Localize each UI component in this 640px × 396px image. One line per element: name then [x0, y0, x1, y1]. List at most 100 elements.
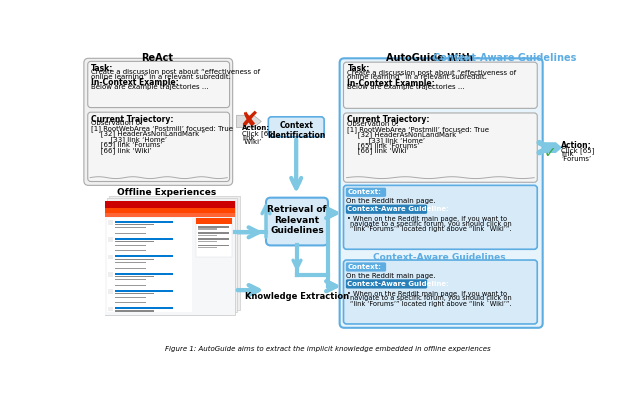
Bar [105, 208, 235, 213]
Bar [105, 217, 235, 315]
Text: [32] HeaderAsNonLandMark ”: [32] HeaderAsNonLandMark ” [94, 131, 205, 137]
Text: ReAct: ReAct [141, 53, 173, 63]
Bar [108, 255, 113, 259]
Polygon shape [237, 115, 261, 128]
Bar [115, 227, 146, 228]
Text: Create a discussion post about “effectiveness of: Create a discussion post about “effectiv… [348, 70, 516, 76]
FancyBboxPatch shape [340, 58, 543, 328]
Bar [115, 250, 146, 251]
Text: On the Reddit main page.: On the Reddit main page. [346, 273, 435, 279]
Text: ✘: ✘ [239, 110, 259, 131]
Bar [196, 219, 232, 224]
Text: Context:: Context: [348, 264, 381, 270]
Bar [107, 198, 237, 312]
Bar [107, 219, 193, 312]
Text: [66] link ‘Wiki’: [66] link ‘Wiki’ [351, 148, 409, 154]
Text: Offline Experiences: Offline Experiences [117, 188, 216, 198]
Bar [105, 201, 235, 205]
FancyBboxPatch shape [346, 279, 428, 289]
Text: Retrieval of
Relevant
Guidelines: Retrieval of Relevant Guidelines [268, 206, 327, 235]
Text: In-Context Example:: In-Context Example: [91, 78, 179, 88]
FancyBboxPatch shape [346, 188, 386, 197]
Bar [115, 293, 154, 294]
FancyBboxPatch shape [268, 117, 324, 137]
Text: AutoGuide With: AutoGuide With [386, 53, 477, 63]
Text: [66] link ‘Wiki’: [66] link ‘Wiki’ [94, 147, 152, 154]
Bar [115, 290, 173, 292]
Bar [198, 247, 217, 248]
FancyBboxPatch shape [344, 260, 537, 324]
Bar [115, 279, 146, 280]
Bar [115, 255, 173, 257]
Text: ✓: ✓ [544, 145, 557, 160]
Bar [198, 238, 229, 240]
Bar [108, 220, 113, 225]
Bar [115, 262, 146, 263]
Bar [115, 238, 173, 240]
Text: [32] HeaderAsNonLandMark ”: [32] HeaderAsNonLandMark ” [351, 131, 462, 138]
Text: Figure 1: AutoGuide aims to extract the implicit knowledge embedded in offline e: Figure 1: AutoGuide aims to extract the … [165, 346, 491, 352]
Text: Current Trajectory:: Current Trajectory: [91, 114, 173, 124]
Bar [198, 232, 229, 234]
Bar [115, 273, 173, 275]
Bar [115, 224, 154, 225]
FancyBboxPatch shape [88, 61, 230, 108]
Text: Below are example trajectories ...: Below are example trajectories ... [91, 84, 209, 90]
Text: On the Reddit main page.: On the Reddit main page. [346, 198, 435, 204]
Text: [33] link ‘Home’: [33] link ‘Home’ [97, 136, 167, 143]
Text: Task:: Task: [91, 64, 113, 73]
Text: link: link [242, 135, 255, 141]
FancyBboxPatch shape [344, 185, 537, 249]
Text: Current Trajectory:: Current Trajectory: [348, 115, 430, 124]
FancyBboxPatch shape [84, 58, 233, 185]
Text: [1] RootWebArea ‘Postmill’ focused: True: [1] RootWebArea ‘Postmill’ focused: True [348, 126, 490, 133]
Text: navigate to a specific forum, you should click on: navigate to a specific forum, you should… [351, 295, 512, 301]
Bar [196, 219, 232, 257]
Text: Context-Aware Guidelines: Context-Aware Guidelines [433, 53, 576, 63]
Text: • When on the Reddit main page, if you want to: • When on the Reddit main page, if you w… [348, 216, 508, 222]
Bar [198, 234, 217, 236]
FancyBboxPatch shape [266, 198, 328, 246]
Text: Action:: Action: [561, 141, 592, 150]
Bar [105, 201, 235, 315]
Text: “link ‘Forums’” located right above “link `Wiki’”.: “link ‘Forums’” located right above “lin… [351, 300, 512, 307]
Text: Action:: Action: [242, 124, 270, 131]
Text: [65] link ‘Forums’: [65] link ‘Forums’ [94, 141, 163, 148]
FancyBboxPatch shape [346, 262, 386, 272]
Text: online learning” in a relevant subreddit.: online learning” in a relevant subreddit… [91, 74, 231, 80]
Text: [65] link ‘Forums’: [65] link ‘Forums’ [351, 142, 420, 149]
Text: Click [66]: Click [66] [242, 130, 275, 137]
Polygon shape [544, 142, 562, 153]
Text: Context-Aware Guideline:: Context-Aware Guideline: [348, 206, 449, 212]
Bar [115, 310, 154, 312]
Text: Context:: Context: [348, 189, 381, 195]
Text: ‘Wiki’: ‘Wiki’ [242, 139, 261, 145]
Bar [105, 201, 235, 208]
Text: In-Context Example:: In-Context Example: [348, 79, 435, 88]
Text: • When on the Reddit main page, if you want to: • When on the Reddit main page, if you w… [348, 291, 508, 297]
Bar [115, 233, 146, 234]
Text: Context-Aware Guidelines: Context-Aware Guidelines [372, 253, 505, 262]
Bar [115, 276, 154, 277]
Text: online learning” in a relevant subreddit.: online learning” in a relevant subreddit… [348, 74, 487, 80]
Text: Knowledge Extraction: Knowledge Extraction [245, 291, 349, 301]
Bar [198, 226, 229, 228]
Bar [115, 241, 154, 242]
Bar [198, 245, 229, 246]
Text: “link ‘Forums’” located right above “link `Wiki’”.: “link ‘Forums’” located right above “lin… [351, 225, 512, 232]
Bar [198, 241, 217, 242]
Text: [33] link ‘Home’: [33] link ‘Home’ [355, 137, 425, 144]
Text: Click [65]: Click [65] [561, 147, 595, 154]
Bar [115, 307, 173, 309]
FancyBboxPatch shape [346, 205, 428, 214]
Bar [115, 245, 146, 246]
Text: Context-Aware Guideline:: Context-Aware Guideline: [348, 281, 449, 287]
Text: [1] RootWebArea ‘Postmill’ focused: True: [1] RootWebArea ‘Postmill’ focused: True [91, 125, 233, 132]
Bar [115, 221, 173, 223]
Text: Context
Identification: Context Identification [267, 121, 325, 140]
Text: link: link [561, 151, 574, 158]
FancyBboxPatch shape [344, 62, 537, 109]
Bar [108, 289, 113, 294]
Bar [109, 196, 239, 310]
Text: Observation 0:: Observation 0: [348, 121, 399, 127]
